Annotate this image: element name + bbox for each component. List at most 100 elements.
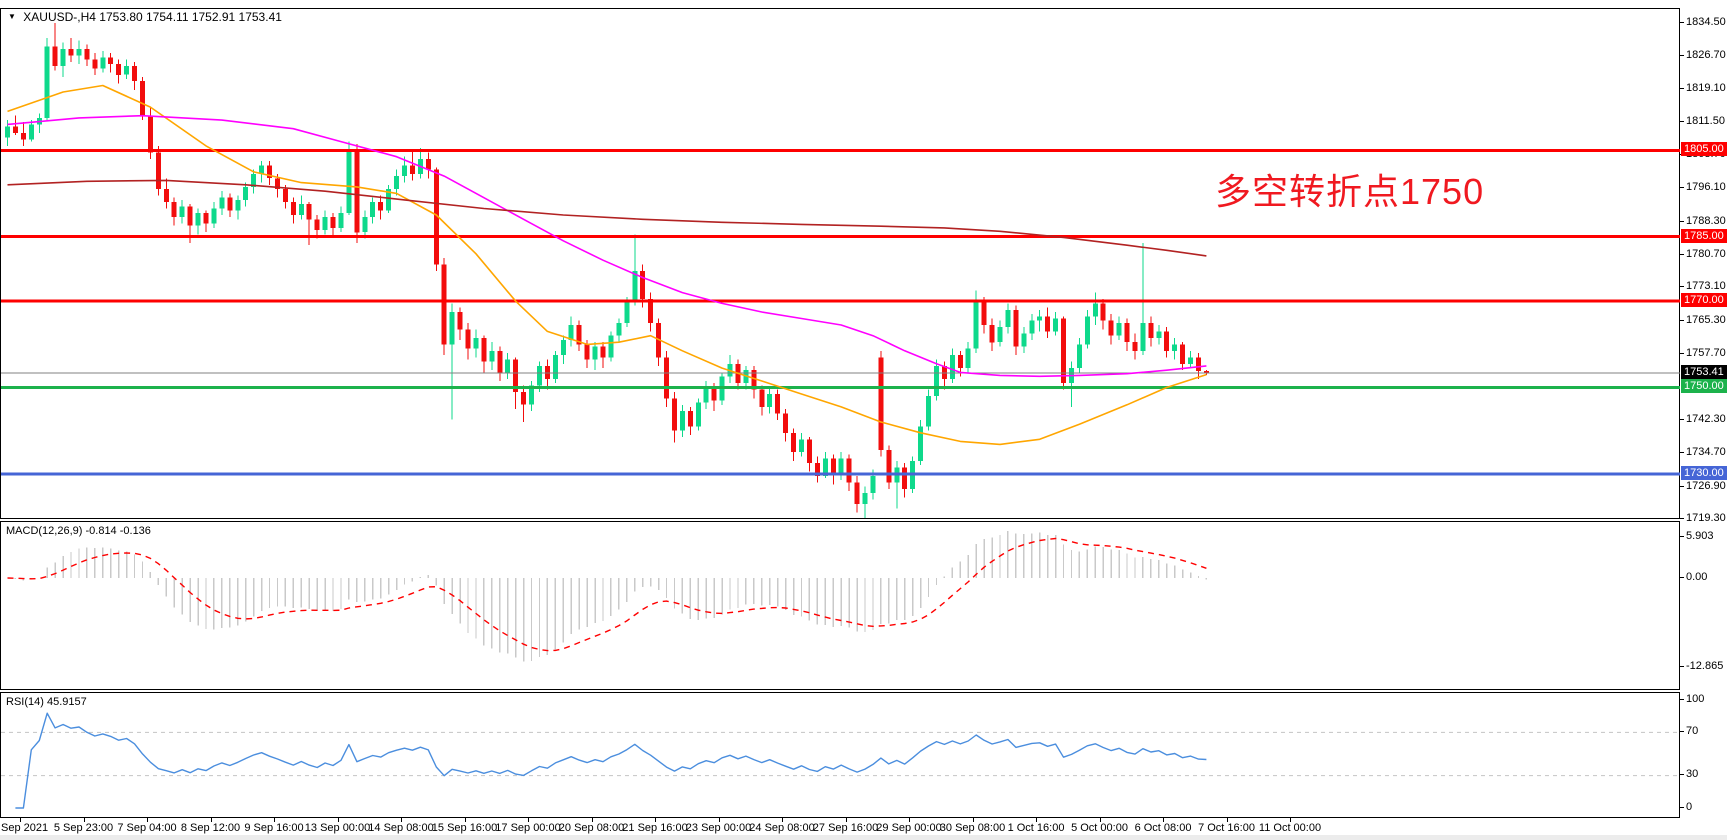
rsi-tick <box>1680 730 1684 732</box>
macd-canvas <box>7 531 1208 662</box>
macd-tick-label: 5.903 <box>1686 529 1714 542</box>
time-tick <box>464 818 466 822</box>
time-tick <box>274 818 275 822</box>
macd-tick-label: 0.00 <box>1686 570 1708 583</box>
rsi-tick-label: 100 <box>1686 692 1705 705</box>
time-tick <box>1036 818 1037 822</box>
macd-tick <box>1680 535 1684 537</box>
macd-label: MACD(12,26,9) -0.814 -0.136 <box>6 525 151 537</box>
price-tick-label: 1826.70 <box>1686 49 1726 62</box>
price-tick-label: 1811.50 <box>1686 114 1725 127</box>
annotation-text: 多空转折点1750 <box>1215 171 1485 212</box>
rsi-indicator-pane[interactable] <box>0 692 1681 818</box>
time-tick <box>528 818 529 822</box>
price-tick <box>1680 320 1684 321</box>
macd-tick-label: -12.865 <box>1686 659 1724 672</box>
price-tick <box>1680 55 1684 57</box>
macd-tick <box>1680 576 1684 578</box>
price-tick-label: 1757.70 <box>1686 346 1726 359</box>
ohlc-values-label: 1753.80 1754.11 1752.91 1753.41 <box>99 10 282 24</box>
time-tick-label[interactable]: 23 Sep 00:00 <box>685 822 752 834</box>
time-tick <box>1163 818 1164 822</box>
time-tick-label[interactable]: 7 Oct 16:00 <box>1198 822 1255 834</box>
time-tick <box>909 818 910 822</box>
time-tick <box>782 818 783 822</box>
time-tick <box>591 818 593 822</box>
time-tick-label[interactable]: 30 Sep 08:00 <box>939 822 1006 834</box>
price-badge: 1750.00 <box>1681 379 1727 394</box>
time-tick-label[interactable]: 9 Sep 16:00 <box>244 822 304 834</box>
price-tick <box>1680 518 1684 520</box>
macd-tick <box>1680 665 1684 667</box>
time-tick <box>1226 818 1228 822</box>
time-tick <box>83 818 85 822</box>
ma_fast_orange <box>7 84 1207 446</box>
chevron-down-icon[interactable]: ▼ <box>8 12 16 21</box>
horizontal-levels <box>1 148 1681 476</box>
rsi-tick <box>1680 774 1684 776</box>
rsi-tick-label: 30 <box>1686 768 1699 781</box>
time-tick <box>845 818 847 822</box>
rsi-label: RSI(14) 45.9157 <box>6 696 87 708</box>
rsi-tick-label: 0 <box>1686 800 1693 813</box>
price-tick-label: 1773.10 <box>1686 280 1726 293</box>
price-tick <box>1680 120 1684 122</box>
time-tick-label[interactable]: 29 Sep 00:00 <box>876 822 942 834</box>
status-strip <box>0 835 1727 840</box>
time-tick <box>1290 818 1291 822</box>
time-tick <box>718 818 720 822</box>
time-tick-label[interactable]: 6 Oct 08:00 <box>1134 822 1192 834</box>
price-badge: 1730.00 <box>1681 465 1727 480</box>
price-tick-label: 1788.30 <box>1686 214 1726 227</box>
time-tick-label[interactable]: 7 Sep 04:00 <box>117 822 177 834</box>
price-tick <box>1680 187 1684 189</box>
rsi-line <box>15 712 1207 809</box>
price-tick-label: 1726.90 <box>1686 479 1726 492</box>
price-tick-label: 1819.10 <box>1686 81 1726 94</box>
time-tick-label[interactable]: 2 Sep 2021 <box>0 822 49 834</box>
time-tick <box>147 818 148 822</box>
candles-layer <box>5 23 1209 518</box>
price-tick-label: 1719.30 <box>1686 512 1726 525</box>
time-tick-label[interactable]: 15 Sep 16:00 <box>431 822 498 834</box>
time-tick <box>337 818 339 822</box>
macd-histogram <box>14 531 1208 662</box>
ma_mid_magenta <box>7 114 1207 378</box>
time-tick-label[interactable]: 27 Sep 16:00 <box>812 822 879 834</box>
price-tick-label: 1734.70 <box>1686 445 1726 458</box>
time-tick-label[interactable]: 14 Sep 08:00 <box>368 822 434 834</box>
rsi-canvas <box>1 712 1681 809</box>
time-tick-label[interactable]: 5 Sep 23:00 <box>53 822 114 834</box>
price-tick <box>1680 220 1684 222</box>
price-tick-label: 1742.30 <box>1686 413 1726 426</box>
time-tick <box>20 818 21 822</box>
price-badge: 1785.00 <box>1681 228 1727 243</box>
macd-indicator-pane[interactable] <box>0 521 1680 690</box>
time-tick-label[interactable]: 1 Oct 16:00 <box>1007 822 1065 834</box>
price-tick <box>1680 485 1684 487</box>
rsi-tick <box>1680 806 1684 808</box>
time-tick-label[interactable]: 8 Sep 12:00 <box>180 822 241 834</box>
time-tick-label[interactable]: 21 Sep 16:00 <box>622 822 688 834</box>
price-tick-label: 1780.70 <box>1686 247 1726 260</box>
rsi-tick-label: 70 <box>1686 724 1699 737</box>
main-chart-pane[interactable] <box>0 8 1681 519</box>
price-tick-label: 1796.10 <box>1686 181 1726 194</box>
time-tick-label[interactable]: 11 Oct 00:00 <box>1258 822 1322 834</box>
price-chart-canvas <box>1 23 1681 518</box>
time-tick-label[interactable]: 5 Oct 00:00 <box>1071 822 1128 834</box>
time-tick-label[interactable]: 24 Sep 08:00 <box>749 822 815 834</box>
time-tick <box>1099 818 1101 822</box>
time-tick <box>210 818 212 822</box>
time-tick-label[interactable]: 13 Sep 00:00 <box>304 822 371 834</box>
price-tick <box>1680 87 1684 89</box>
symbol-timeframe-label: XAUUSD-,H4 <box>23 10 96 24</box>
time-tick-label[interactable]: 17 Sep 00:00 <box>495 822 561 834</box>
macd-signal-line <box>7 537 1207 652</box>
time-tick-label[interactable]: 20 Sep 08:00 <box>558 822 625 834</box>
price-tick <box>1680 253 1684 255</box>
price-badge: 1770.00 <box>1681 293 1727 308</box>
price-tick-label: 1834.50 <box>1686 15 1726 28</box>
ma_slow_darkred <box>7 179 1207 257</box>
price-tick-label: 1765.30 <box>1686 314 1726 326</box>
